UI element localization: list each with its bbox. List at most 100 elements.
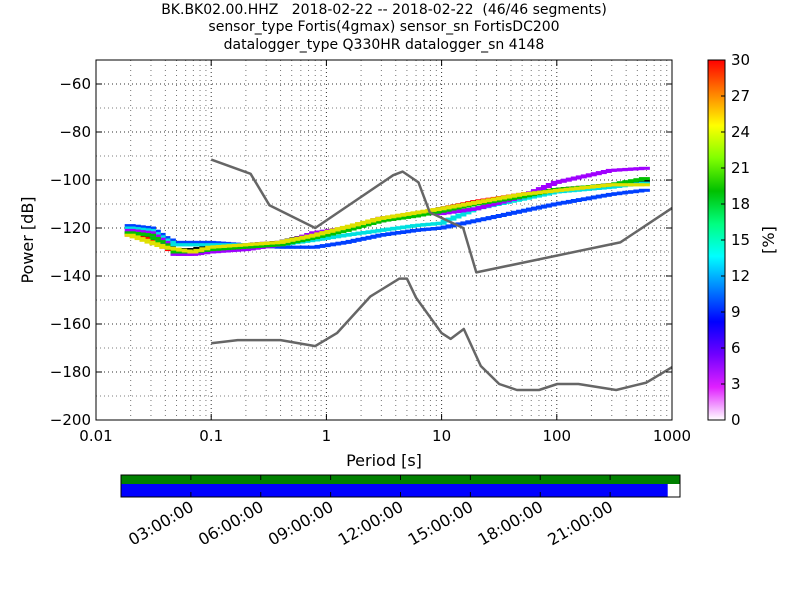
x-tick-label: 0.01 [79, 427, 112, 445]
y-tick-label: −80 [59, 123, 91, 141]
psd-cell [199, 243, 211, 247]
psd-cell [187, 250, 199, 254]
psd-cell [531, 189, 542, 193]
psd-cell [622, 180, 634, 184]
psd-layer [124, 166, 650, 256]
psd-cell [187, 240, 199, 244]
psd-cell [199, 240, 211, 244]
psd-cell [176, 250, 188, 254]
psd-cell [170, 247, 182, 251]
psd-cell [145, 228, 156, 232]
x-tick-label: 100 [542, 427, 571, 445]
psd-cell [199, 245, 211, 249]
psd-cell [124, 233, 136, 237]
psd-cell [545, 183, 557, 186]
x-tick-label: 1 [322, 427, 332, 445]
psd-cell [134, 237, 146, 241]
psd-cell [199, 248, 211, 252]
psd-cell [176, 248, 188, 252]
colorbar-tick-label: 6 [731, 339, 741, 357]
colorbar-tick-label: 21 [731, 159, 750, 177]
psd-cell [187, 243, 199, 247]
colorbar-tick-label: 3 [731, 375, 741, 393]
x-axis-ticks: 0.01 0.1 1 10 100 1000 [79, 60, 691, 445]
colorbar-tick-label: 9 [731, 303, 741, 321]
colorbar-tick-label: 24 [731, 123, 750, 141]
colorbar-tick-label: 27 [731, 87, 750, 105]
chart-title-line-3: datalogger_type Q330HR datalogger_sn 414… [223, 37, 545, 53]
y-tick-label: −140 [50, 267, 91, 285]
x-tick-label: 10 [432, 427, 451, 445]
psd-cell [154, 244, 166, 247]
x-tick-label: 0.1 [199, 427, 223, 445]
psd-cell [170, 243, 182, 247]
psd-cell [535, 187, 547, 191]
psd-cell [193, 252, 205, 256]
y-axis-label: Power [dB] [18, 196, 37, 283]
noise-model-nhnm [210, 158, 673, 274]
psd-cell [622, 183, 634, 187]
colorbar-tick-label: 12 [731, 267, 750, 285]
psd-cell [129, 235, 141, 239]
psd-cell [638, 166, 650, 170]
psd-cell [193, 240, 205, 244]
psd-cell [145, 226, 156, 230]
psd-cell [199, 247, 211, 251]
plot-frame [95, 59, 673, 421]
noise-model-layer [210, 158, 673, 392]
psd-cell [638, 183, 650, 187]
y-axis-ticks: −200 −180 −160 −140 −120 −100 −80 −60 [50, 75, 672, 429]
chart-title-line-1: BK.BK02.00.HHZ 2018-02-22 -- 2018-02-22 … [161, 2, 607, 18]
y-tick-label: −60 [59, 75, 91, 93]
psd-cell [638, 177, 650, 181]
psd-cell [149, 242, 161, 246]
psd-cell [170, 240, 182, 244]
psd-cell [149, 236, 161, 240]
y-tick-label: −120 [50, 219, 91, 237]
psd-cell [638, 181, 650, 185]
psd-cell [165, 246, 176, 250]
colorbar-tick-label: 18 [731, 195, 750, 213]
timeline-tick-label: 12:00:00 [335, 497, 407, 549]
psd-cell [139, 238, 151, 242]
psd-cell [181, 243, 193, 247]
timeline-tick-label: 21:00:00 [544, 497, 616, 549]
y-tick-label: −100 [50, 171, 91, 189]
timeline-psd-bar [121, 484, 668, 497]
timeline-coverage: 03:00:0006:00:0009:00:0012:00:0015:00:00… [120, 474, 681, 549]
psd-cell [193, 248, 205, 252]
psd-cell [540, 185, 552, 188]
psd-cell [445, 217, 457, 221]
colorbar-tick-label: 30 [731, 51, 750, 69]
colorbar-label: [%] [759, 226, 778, 254]
psd-cell [187, 252, 199, 256]
timeline-tick-label: 06:00:00 [195, 497, 267, 549]
psd-cell [170, 252, 182, 256]
psd-cell [145, 233, 156, 237]
colorbar-ticks: 0 3 6 9 12 15 18 21 24 27 30 [721, 51, 750, 429]
psd-cell [181, 240, 193, 244]
chart-title-line-2: sensor_type Fortis(4gmax) sensor_sn Fort… [208, 19, 560, 35]
grid-layer [95, 59, 672, 421]
timeline-tick-label: 03:00:00 [125, 497, 197, 549]
psd-cell [154, 240, 166, 244]
timeline-tick-label: 09:00:00 [265, 497, 337, 549]
psd-cell [450, 215, 462, 219]
psd-cell [435, 221, 447, 225]
y-tick-label: −200 [50, 411, 91, 429]
psd-cell [193, 246, 205, 250]
timeline-tick-label: 18:00:00 [475, 497, 547, 549]
noise-model-nlnm [211, 277, 673, 392]
psd-cell [170, 250, 182, 254]
colorbar-tick-label: 0 [731, 411, 741, 429]
timeline-tick-label: 15:00:00 [405, 497, 477, 549]
psd-cell [455, 213, 467, 217]
x-tick-label: 1000 [653, 427, 691, 445]
psd-cell [159, 245, 171, 249]
psd-cell [460, 211, 472, 215]
psd-cell [145, 231, 156, 235]
psd-cell [638, 188, 650, 192]
y-tick-label: −160 [50, 315, 91, 333]
colorbar-tick-label: 15 [731, 231, 750, 249]
